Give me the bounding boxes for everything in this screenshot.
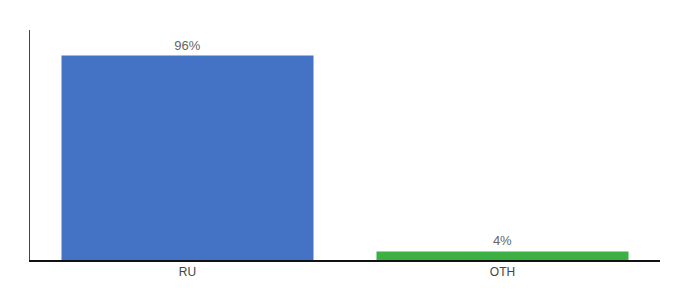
svg-text:OTH: OTH: [490, 265, 515, 279]
svg-text:4%: 4%: [493, 233, 512, 248]
svg-text:96%: 96%: [174, 38, 200, 53]
svg-text:RU: RU: [179, 265, 196, 279]
